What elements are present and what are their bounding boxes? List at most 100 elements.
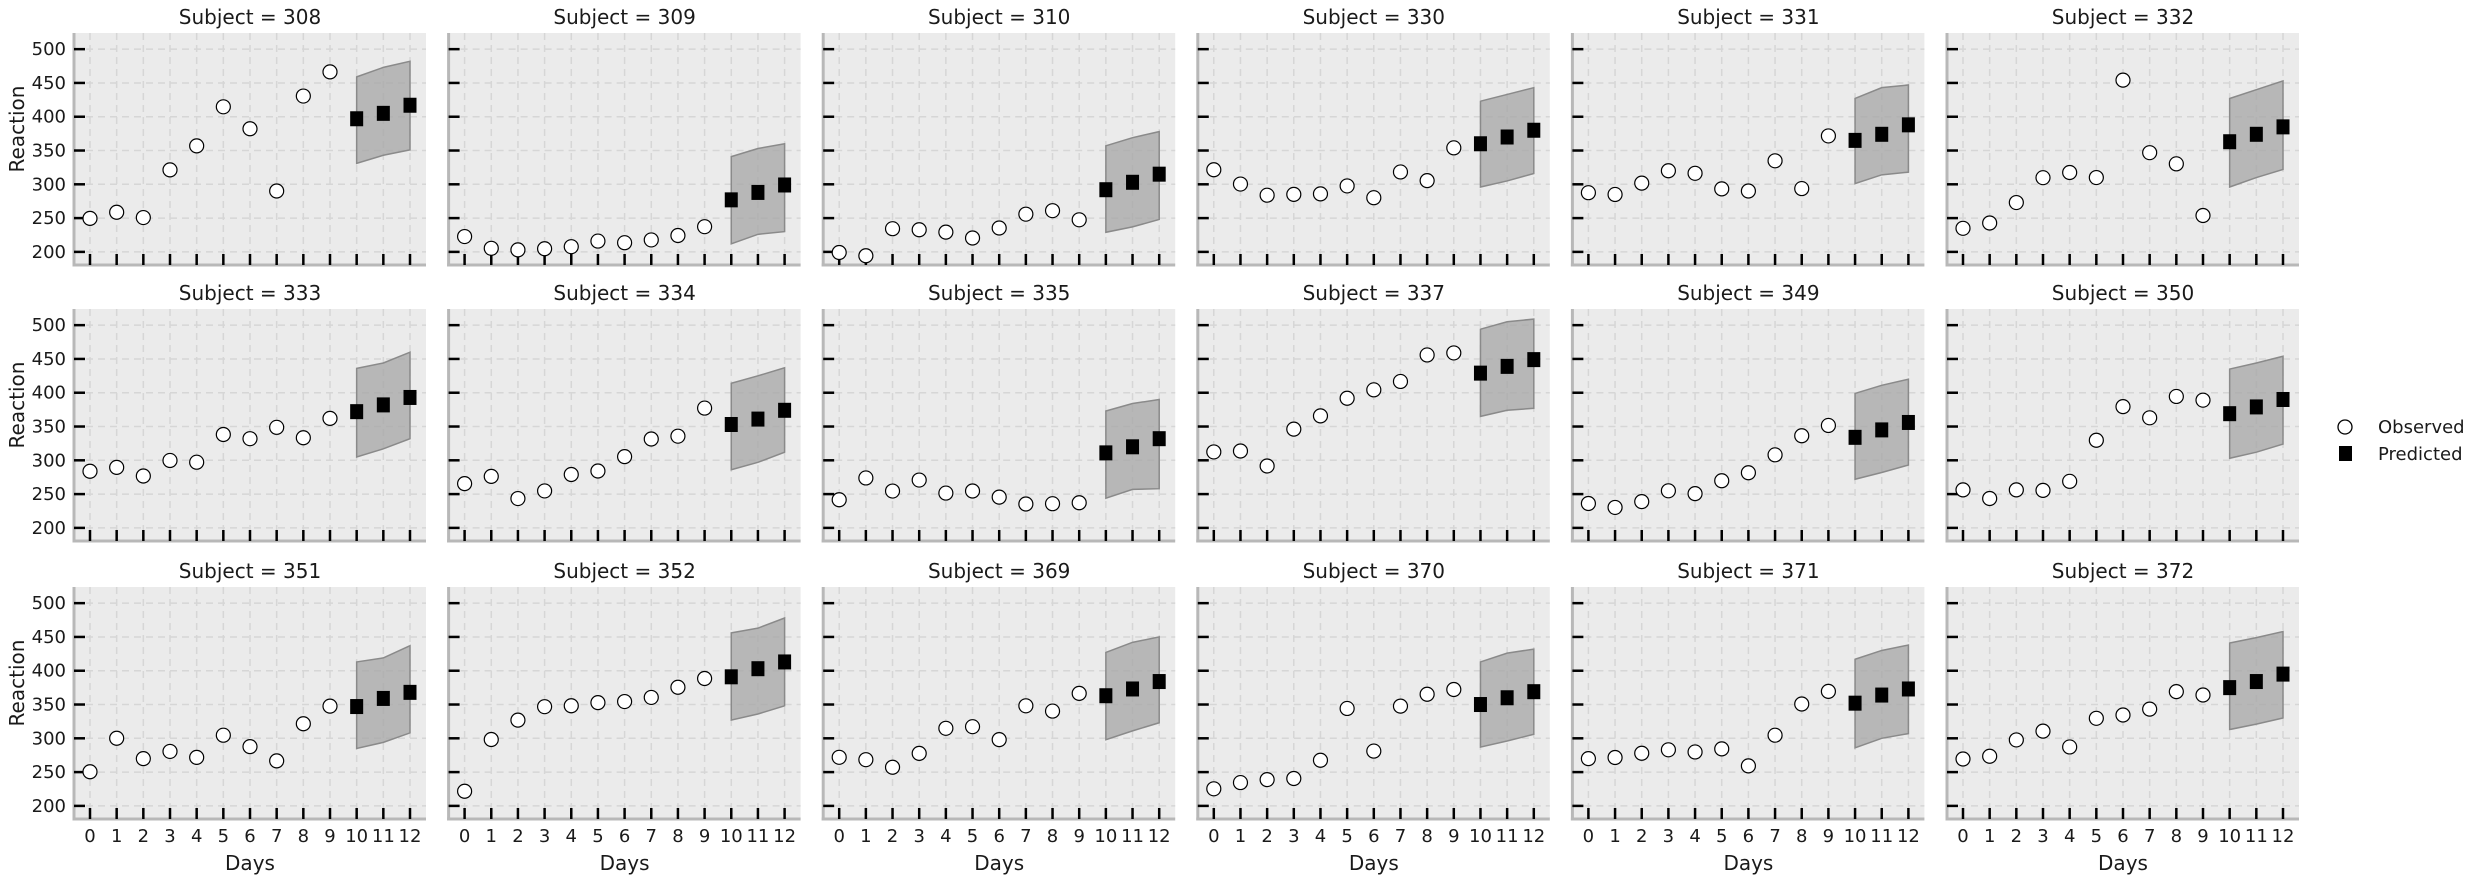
observed-point — [858, 752, 874, 768]
observed-point — [2008, 482, 2024, 498]
x-tick-label: 7 — [1020, 826, 1031, 847]
observed-point — [1820, 417, 1837, 434]
x-tick-label: 6 — [2117, 826, 2128, 847]
observed-point — [242, 121, 258, 137]
observed-point — [1767, 153, 1783, 169]
predicted-point — [1099, 688, 1113, 704]
observed-point — [510, 712, 526, 728]
predicted-point — [1875, 687, 1889, 703]
observed-point — [563, 698, 579, 714]
observed-point — [670, 428, 686, 444]
observed-point — [1580, 751, 1597, 767]
x-tick-label: 1 — [486, 826, 497, 847]
predicted-point — [1099, 445, 1113, 461]
y-tick-label: 500 — [32, 593, 66, 614]
observed-point — [135, 751, 151, 767]
facet-title: Subject = 333 — [179, 281, 321, 305]
predicted-point — [1152, 674, 1166, 690]
observed-point — [643, 689, 659, 706]
predicted-point — [2223, 406, 2237, 422]
observed-point — [2195, 392, 2211, 408]
observed-point — [82, 764, 98, 780]
observed-point — [1044, 203, 1061, 219]
observed-point — [510, 490, 526, 507]
x-axis-label: Days — [1349, 851, 1399, 875]
observed-point — [1018, 698, 1034, 714]
observed-point — [2115, 72, 2131, 88]
x-tick-label: 1 — [1609, 826, 1620, 847]
x-tick-label: 11 — [746, 826, 769, 847]
x-tick-label: 1 — [860, 826, 871, 847]
observed-point — [483, 731, 499, 748]
facet-panel: Subject = 334 — [447, 281, 801, 543]
predicted-point — [1126, 174, 1140, 190]
predicted-point — [1473, 136, 1487, 152]
observed-point — [964, 483, 981, 499]
observed-point — [1794, 180, 1810, 197]
legend-observed-marker — [2337, 419, 2353, 435]
observed-point — [1580, 185, 1597, 201]
observed-point — [162, 743, 178, 760]
x-tick-label: 2 — [1636, 826, 1647, 847]
x-tick-label: 5 — [1716, 826, 1727, 847]
observed-point — [563, 466, 579, 483]
observed-point — [215, 99, 231, 115]
observed-point — [1392, 164, 1409, 180]
observed-point — [884, 759, 901, 775]
x-tick-label: 5 — [218, 826, 229, 847]
y-tick-label: 450 — [32, 349, 66, 370]
observed-point — [2062, 739, 2078, 755]
x-tick-label: 4 — [2064, 826, 2075, 847]
x-tick-label: 11 — [1496, 826, 1519, 847]
y-tick-label: 350 — [32, 141, 66, 162]
observed-point — [2008, 194, 2024, 211]
y-tick-label: 350 — [32, 695, 66, 716]
observed-point — [457, 228, 473, 245]
observed-point — [670, 227, 686, 244]
observed-point — [1392, 698, 1409, 714]
observed-point — [1286, 421, 1302, 437]
facet-panel: Subject = 308 200 250 300 350 400 450 500 Reacti… — [5, 5, 426, 267]
facet-panel: Subject = 349 — [1570, 281, 1925, 543]
facet-panel: Subject = 309 — [447, 5, 801, 267]
x-tick-label: 10 — [1844, 826, 1867, 847]
observed-point — [215, 426, 231, 443]
predicted-point — [724, 669, 738, 685]
observed-point — [2168, 388, 2184, 405]
x-tick-label: 11 — [1870, 826, 1893, 847]
observed-point — [1018, 496, 1034, 512]
facet-title: Subject = 370 — [1303, 559, 1445, 583]
x-tick-label: 3 — [1288, 826, 1299, 847]
x-tick-label: 6 — [1743, 826, 1754, 847]
observed-point — [1339, 390, 1355, 406]
predicted-point — [2249, 126, 2263, 142]
observed-point — [2062, 164, 2078, 181]
y-tick-label: 450 — [32, 73, 66, 94]
observed-point — [1312, 752, 1329, 768]
predicted-point — [1527, 122, 1541, 138]
observed-point — [109, 730, 125, 746]
y-axis-label: Reaction — [5, 362, 29, 449]
observed-point — [1660, 742, 1677, 758]
predicted-point — [751, 661, 765, 677]
y-tick-label: 300 — [32, 728, 66, 749]
facet-title: Subject = 371 — [1677, 559, 1819, 583]
predicted-point — [2249, 674, 2263, 690]
predicted-point — [1126, 439, 1140, 455]
predicted-point — [1875, 126, 1889, 142]
observed-point — [322, 698, 338, 714]
y-tick-label: 300 — [32, 174, 66, 195]
observed-point — [457, 783, 473, 799]
observed-point — [1740, 183, 1757, 199]
x-tick-label: 6 — [993, 826, 1004, 847]
observed-point — [1714, 473, 1730, 489]
observed-point — [82, 463, 98, 479]
x-tick-label: 3 — [913, 826, 924, 847]
observed-point — [1419, 686, 1435, 702]
facet-title: Subject = 352 — [553, 559, 695, 583]
observed-point — [590, 463, 606, 479]
observed-point — [1259, 772, 1275, 788]
observed-point — [162, 162, 178, 178]
observed-point — [643, 431, 659, 447]
x-tick-label: 1 — [1235, 826, 1246, 847]
